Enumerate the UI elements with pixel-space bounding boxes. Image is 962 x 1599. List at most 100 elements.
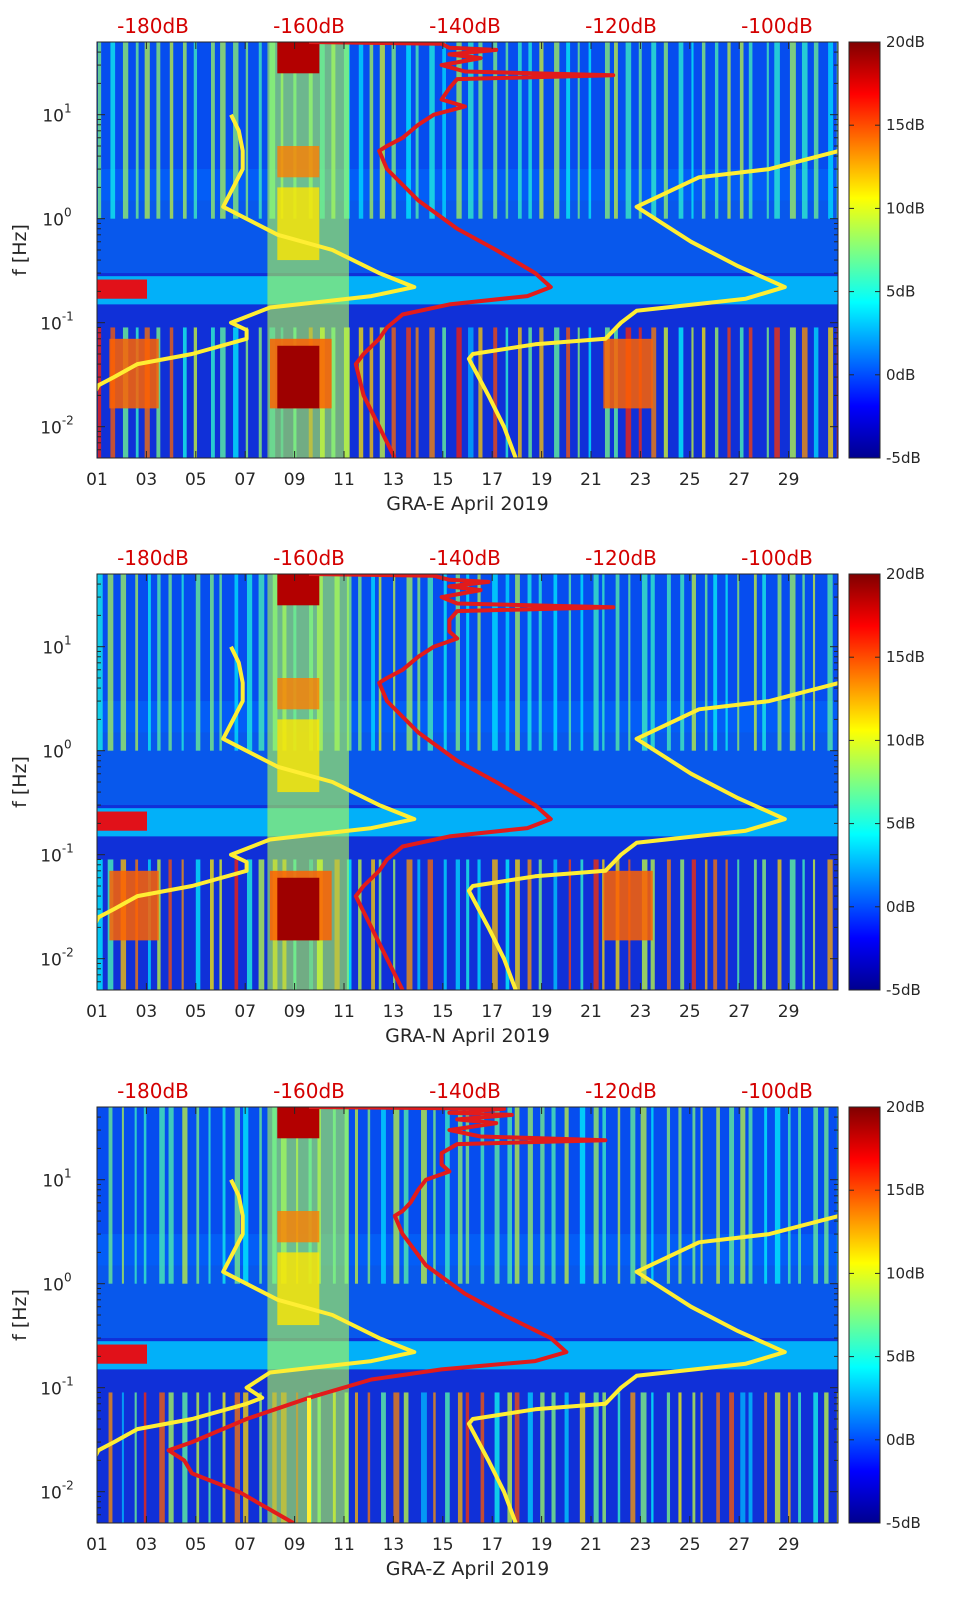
top-axis-label: -100dB [741, 546, 813, 570]
top-axis-label: -180dB [117, 1079, 189, 1103]
spectrogram-field [97, 42, 838, 458]
colorbar-tick-label: 15dB [886, 116, 925, 134]
panel-3: -180dB -160dB -140dB -120dB -100dB 01 03 05 07 09… [9, 1079, 925, 1580]
x-tick-label: 29 [778, 1535, 800, 1555]
panel-2: -180dB -160dB -140dB -120dB -100dB 01 03 05 07 09… [9, 546, 925, 1047]
colorbar-tick-label: 20dB [886, 565, 925, 583]
x-tick-label: 23 [630, 470, 652, 490]
colorbar-tick-label: 15dB [886, 1181, 925, 1199]
x-tick-label: 13 [383, 1002, 405, 1022]
yellow-curve-3 [466, 149, 838, 458]
top-axis-label: -120dB [585, 14, 657, 38]
colorbar-tick-label: 5dB [886, 1348, 915, 1366]
x-tick-label: 25 [679, 1535, 701, 1555]
y-tick-label: 10-2 [40, 946, 74, 971]
colorbar-tick-label: 15dB [886, 648, 925, 666]
x-tick-label: 27 [728, 470, 750, 490]
spectrogram-field [97, 574, 838, 990]
x-tick-label: 03 [136, 470, 158, 490]
top-axis-label: -160dB [273, 14, 345, 38]
x-tick-label: 01 [86, 1535, 108, 1555]
x-tick-label: 09 [284, 1002, 306, 1022]
y-axis-label: f [Hz] [9, 756, 31, 808]
top-axis-label: -180dB [117, 546, 189, 570]
y-tick-label: 10-1 [40, 1375, 74, 1400]
top-axis-label: -160dB [273, 546, 345, 570]
y-tick-label: 10-2 [40, 414, 74, 439]
x-axis-label: GRA-E April 2019 [386, 493, 548, 515]
colorbar: 20dB 15dB 10dB 5dB 0dB -5dB [848, 565, 925, 999]
red-curve-1 [308, 42, 616, 458]
y-axis-label: f [Hz] [9, 1289, 31, 1341]
x-axis-label: GRA-N April 2019 [385, 1025, 550, 1047]
spectrogram-field [97, 1107, 838, 1523]
top-axis-label: -180dB [117, 14, 189, 38]
colorbar-tick-label: 0dB [886, 898, 915, 916]
y-tick-label: 100 [42, 738, 71, 763]
colorbar-tick-label: -5dB [886, 1514, 921, 1532]
x-tick-label: 15 [432, 1535, 454, 1555]
y-tick-label: 100 [42, 1271, 71, 1296]
colorbar: 20dB 15dB 10dB 5dB 0dB -5dB [848, 33, 925, 467]
yellow-curve-2 [97, 645, 417, 925]
colorbar-tick-label: 10dB [886, 199, 925, 217]
x-tick-label: 29 [778, 1002, 800, 1022]
x-tick-label: 11 [333, 1002, 355, 1022]
top-axis-label: -100dB [741, 1079, 813, 1103]
x-tick-label: 23 [630, 1535, 652, 1555]
y-tick-label: 101 [42, 1167, 71, 1192]
x-tick-label: 01 [86, 1002, 108, 1022]
x-tick-label: 19 [531, 1002, 553, 1022]
x-tick-label: 21 [580, 470, 602, 490]
x-tick-label: 19 [531, 1535, 553, 1555]
y-tick-label: 10-1 [40, 842, 74, 867]
colorbar-tick-label: 5dB [886, 283, 915, 301]
x-tick-label: 15 [432, 470, 454, 490]
colorbar-tick-label: -5dB [886, 449, 921, 467]
x-tick-label: 13 [383, 470, 405, 490]
top-axis-label: -160dB [273, 1079, 345, 1103]
x-tick-label: 07 [234, 1002, 256, 1022]
y-axis-label: f [Hz] [9, 224, 31, 276]
y-tick-label: 100 [42, 206, 71, 231]
x-tick-label: 23 [630, 1002, 652, 1022]
top-axis-label: -140dB [429, 1079, 501, 1103]
colorbar: 20dB 15dB 10dB 5dB 0dB -5dB [848, 1098, 925, 1532]
x-tick-label: 11 [333, 1535, 355, 1555]
yellow-curve-3 [466, 681, 838, 990]
x-tick-label: 19 [531, 470, 553, 490]
x-tick-label: 25 [679, 470, 701, 490]
yellow-curve-3 [466, 1214, 838, 1523]
x-tick-label: 17 [481, 470, 503, 490]
x-tick-label: 09 [284, 1535, 306, 1555]
red-curve-1 [308, 574, 616, 990]
x-tick-label: 17 [481, 1535, 503, 1555]
top-axis-label: -140dB [429, 14, 501, 38]
colorbar-tick-label: -5dB [886, 981, 921, 999]
x-tick-label: 27 [728, 1002, 750, 1022]
x-tick-label: 29 [778, 470, 800, 490]
x-tick-label: 03 [136, 1002, 158, 1022]
colorbar-tick-label: 0dB [886, 1431, 915, 1449]
x-axis-label: GRA-Z April 2019 [386, 1558, 549, 1580]
panel-1: -180dB -160dB -140dB -120dB -100dB 01 03 05 07 09… [9, 14, 925, 515]
x-tick-label: 27 [728, 1535, 750, 1555]
x-tick-label: 17 [481, 1002, 503, 1022]
yellow-curve-2 [97, 113, 417, 393]
y-tick-label: 10-1 [40, 310, 74, 335]
x-tick-label: 11 [333, 470, 355, 490]
red-curve-1 [166, 1107, 608, 1523]
x-tick-label: 13 [383, 1535, 405, 1555]
y-tick-label: 101 [42, 102, 71, 127]
colorbar-tick-label: 10dB [886, 1264, 925, 1282]
colorbar-tick-label: 20dB [886, 33, 925, 51]
x-tick-label: 05 [185, 1002, 207, 1022]
top-axis-label: -120dB [585, 1079, 657, 1103]
x-tick-label: 05 [185, 470, 207, 490]
x-tick-label: 15 [432, 1002, 454, 1022]
x-tick-label: 09 [284, 470, 306, 490]
colorbar-tick-label: 5dB [886, 815, 915, 833]
yellow-curve-2 [97, 1178, 417, 1458]
colorbar-tick-label: 0dB [886, 366, 915, 384]
